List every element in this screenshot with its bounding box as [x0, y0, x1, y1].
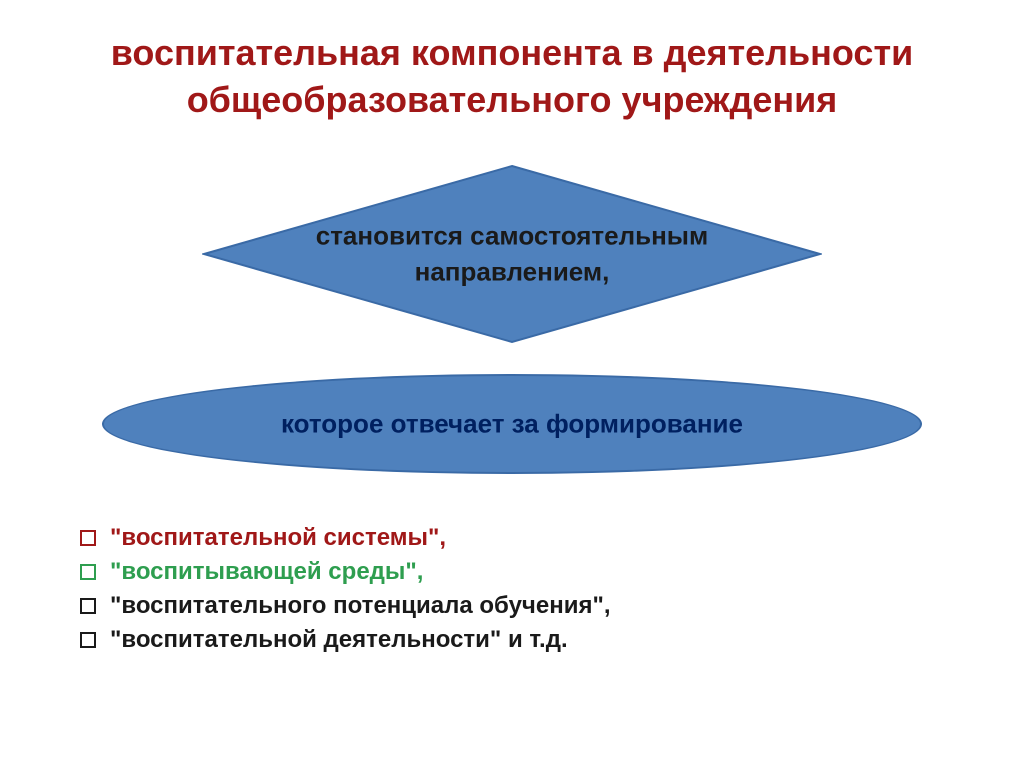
- ellipse-shape: которое отвечает за формирование: [102, 374, 922, 474]
- bullet-text: "воспитательной системы",: [110, 524, 446, 552]
- list-item: "воспитывающей среды",: [80, 558, 964, 586]
- bullet-list: "воспитательной системы", "воспитывающей …: [80, 524, 964, 654]
- bullet-text: "воспитательного потенциала обучения",: [110, 592, 611, 620]
- bullet-text: "воспитывающей среды",: [110, 558, 423, 586]
- list-item: "воспитательного потенциала обучения",: [80, 592, 964, 620]
- list-item: "воспитательной системы",: [80, 524, 964, 552]
- bullet-marker: [80, 632, 96, 648]
- diamond-shape: становится самостоятельным направлением,: [202, 164, 822, 344]
- diamond-label: становится самостоятельным направлением,: [202, 217, 822, 290]
- ellipse-label: которое отвечает за формирование: [102, 408, 922, 439]
- bullet-marker: [80, 598, 96, 614]
- bullet-marker: [80, 530, 96, 546]
- slide-title: воспитательная компонента в деятельности…: [60, 30, 964, 124]
- list-item: "воспитательной деятельности" и т.д.: [80, 626, 964, 654]
- bullet-marker: [80, 564, 96, 580]
- bullet-text: "воспитательной деятельности" и т.д.: [110, 626, 568, 654]
